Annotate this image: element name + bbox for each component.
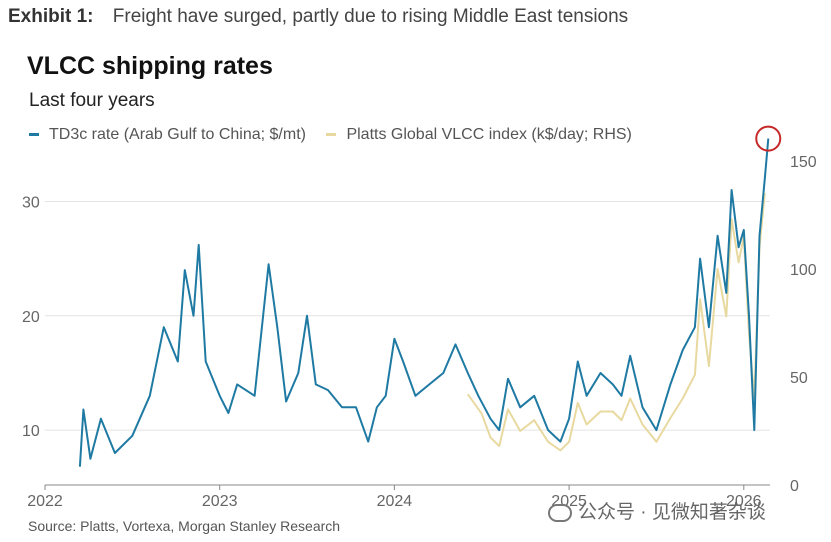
y-left-tick-10: 10 xyxy=(22,423,40,440)
legend-swatch-platts xyxy=(326,133,337,137)
legend-label-platts: Platts Global VLCC index (k$/day; RHS) xyxy=(346,126,632,143)
y-right-tick-150: 150 xyxy=(790,154,817,171)
chart-subtitle: Last four years xyxy=(29,90,155,111)
wechat-icon xyxy=(548,503,572,522)
watermark: 公众号 · 见微知著杂谈 xyxy=(548,497,766,524)
x-tick-2024: 2024 xyxy=(377,493,413,510)
chart-legend: TD3c rate (Arab Gulf to China; $/mt) Pla… xyxy=(29,126,632,144)
exhibit-label: Exhibit 1: xyxy=(8,6,94,27)
x-tick-2026: 2026 xyxy=(726,493,762,510)
series-line-td3c xyxy=(78,138,770,467)
exhibit-header: Exhibit 1: Freight have surged, partly d… xyxy=(8,6,628,28)
series-line-platts xyxy=(466,193,766,452)
x-tick-2023: 2023 xyxy=(202,493,238,510)
chart-title: VLCC shipping rates xyxy=(27,52,273,80)
highlight-circle xyxy=(755,125,782,152)
legend-swatch-td3c xyxy=(29,133,39,137)
y-left-tick-30: 30 xyxy=(22,194,40,211)
legend-label-td3c: TD3c rate (Arab Gulf to China; $/mt) xyxy=(49,126,306,143)
watermark-text: 公众号 · 见微知著杂谈 xyxy=(578,502,766,523)
y-right-tick-50: 50 xyxy=(790,370,808,387)
y-left-tick-20: 20 xyxy=(22,309,40,326)
exhibit-caption: Freight have surged, partly due to risin… xyxy=(112,6,629,27)
chart-source: Source: Platts, Vortexa, Morgan Stanley … xyxy=(28,518,341,534)
y-right-tick-100: 100 xyxy=(790,262,817,279)
x-tick-2022: 2022 xyxy=(27,493,63,510)
y-right-tick-0: 0 xyxy=(790,478,799,495)
